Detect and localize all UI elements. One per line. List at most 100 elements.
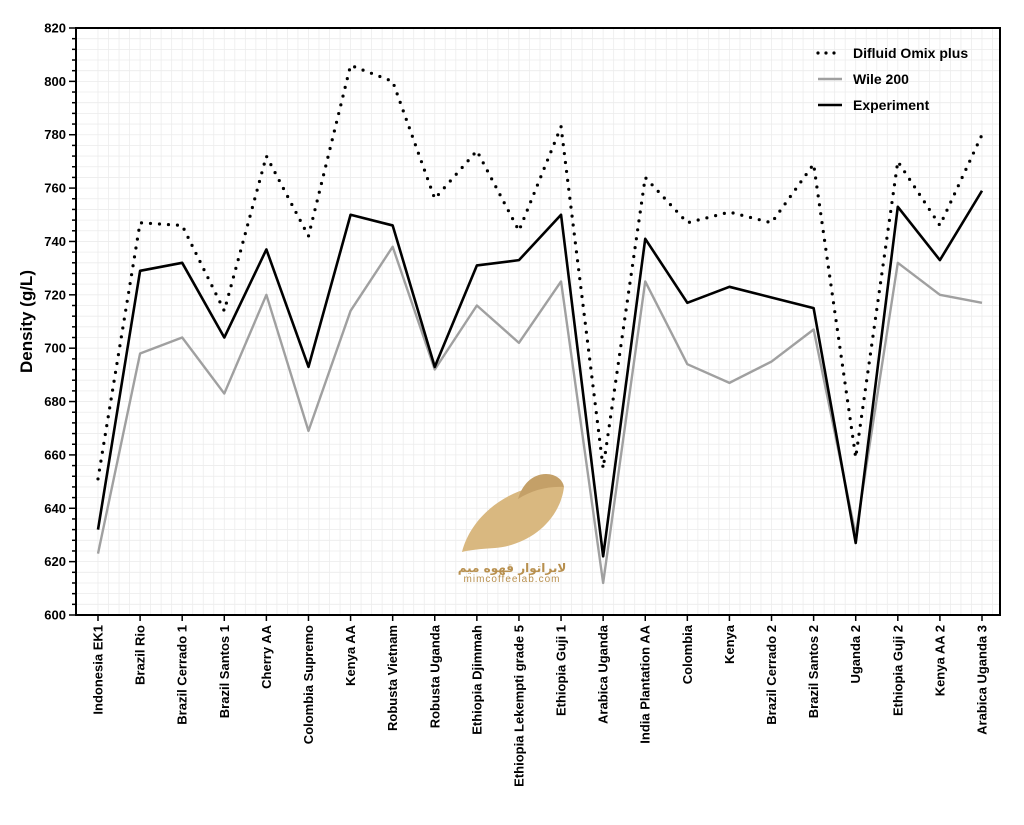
data-point-experiment: [938, 258, 942, 262]
x-tick-label: Brazil Santos 1: [217, 625, 232, 718]
x-tick-label: India Plantation AA: [638, 624, 653, 743]
x-tick-label: Colombia Supremo: [301, 625, 316, 744]
data-point-difluid-omix-plus: [96, 477, 100, 481]
data-point-experiment: [433, 365, 437, 369]
x-tick-label: Robusta Vietnam: [385, 625, 400, 731]
data-point-wile-200: [264, 293, 268, 297]
x-tick-label: Ethiopia Guji 2: [890, 625, 905, 716]
legend: Difluid Omix plus Wile 200 Experiment: [816, 45, 968, 113]
axes: [69, 27, 1001, 621]
data-point-experiment: [601, 554, 605, 558]
x-tick-label: Robusta Uganda: [427, 624, 442, 728]
data-point-difluid-omix-plus: [559, 125, 563, 129]
data-point-experiment: [896, 205, 900, 209]
data-point-difluid-omix-plus: [601, 466, 605, 470]
series-line-experiment: [96, 190, 984, 558]
data-point-experiment: [854, 541, 858, 545]
leaf-logo-top-icon: [518, 474, 564, 499]
y-tick-label: 760: [44, 181, 66, 196]
data-point-experiment: [96, 528, 100, 532]
x-tick-label: Ethiopia Lekempti grade 5: [511, 625, 526, 787]
data-point-difluid-omix-plus: [391, 79, 395, 83]
data-point-wile-200: [517, 341, 521, 345]
y-tick-label: 800: [44, 74, 66, 89]
data-point-wile-200: [391, 245, 395, 249]
y-tick-label: 600: [44, 608, 66, 623]
data-point-experiment: [264, 247, 268, 251]
data-point-difluid-omix-plus: [685, 221, 689, 225]
data-point-difluid-omix-plus: [349, 63, 353, 67]
data-point-wile-200: [96, 552, 100, 556]
y-tick-label: 700: [44, 341, 66, 356]
x-tick-label: Indonesia EK1: [91, 625, 106, 715]
data-point-experiment: [643, 237, 647, 241]
data-point-experiment: [812, 306, 816, 310]
x-tick-label: Ethiopia Guji 1: [554, 625, 569, 716]
x-tick-label: Arabica Uganda 3: [975, 625, 990, 735]
data-point-wile-200: [222, 392, 226, 396]
data-point-difluid-omix-plus: [138, 221, 142, 225]
data-point-experiment: [222, 336, 226, 340]
data-point-wile-200: [180, 336, 184, 340]
data-point-difluid-omix-plus: [770, 221, 774, 225]
legend-label: Wile 200: [853, 71, 909, 87]
data-point-difluid-omix-plus: [306, 234, 310, 238]
data-point-difluid-omix-plus: [180, 223, 184, 227]
data-point-wile-200: [601, 581, 605, 585]
x-tick-label: Ethiopia Djimmah: [469, 625, 484, 735]
data-point-experiment: [391, 223, 395, 227]
data-point-experiment: [349, 213, 353, 217]
data-point-wile-200: [770, 360, 774, 364]
y-tick-label: 620: [44, 554, 66, 569]
data-point-wile-200: [685, 362, 689, 366]
data-point-experiment: [517, 258, 521, 262]
data-point-difluid-omix-plus: [643, 175, 647, 179]
data-point-difluid-omix-plus: [896, 159, 900, 163]
y-tick-label: 680: [44, 394, 66, 409]
series-line-difluid-omix-plus: [96, 63, 984, 481]
data-point-wile-200: [727, 381, 731, 385]
data-point-experiment: [138, 269, 142, 273]
x-tick-label: Colombia: [680, 624, 695, 684]
data-point-experiment: [980, 189, 984, 193]
data-point-experiment: [559, 213, 563, 217]
data-point-experiment: [685, 301, 689, 305]
x-tick-label: Uganda 2: [848, 625, 863, 684]
y-tick-label: 640: [44, 501, 66, 516]
data-point-experiment: [770, 295, 774, 299]
leaf-logo-icon: [462, 485, 564, 552]
data-point-difluid-omix-plus: [433, 197, 437, 201]
data-point-difluid-omix-plus: [812, 162, 816, 166]
x-tick-label: Brazil Cerrado 1: [175, 625, 190, 725]
plot-frame: [75, 27, 1001, 616]
data-point-experiment: [475, 263, 479, 267]
y-tick-label: 820: [44, 21, 66, 36]
watermark-name: لابراتوار قهوه میم: [458, 561, 567, 576]
data-point-difluid-omix-plus: [938, 223, 942, 227]
data-point-wile-200: [938, 293, 942, 297]
x-tick-label: Brazil Cerrado 2: [764, 625, 779, 725]
watermark-url: mimcoffeelab.com: [464, 574, 561, 585]
data-point-wile-200: [475, 303, 479, 307]
data-point-difluid-omix-plus: [854, 456, 858, 460]
x-tick-labels: Indonesia EK1 Brazil Rio Brazil Cerrado 1 B…: [91, 624, 990, 787]
x-tick-label: Arabica Uganda: [596, 624, 611, 724]
data-point-experiment: [180, 261, 184, 265]
data-point-wile-200: [896, 261, 900, 265]
x-tick-label: Kenya AA: [343, 624, 358, 686]
data-point-wile-200: [349, 309, 353, 313]
data-point-difluid-omix-plus: [517, 229, 521, 233]
y-tick-label: 720: [44, 287, 66, 302]
data-point-difluid-omix-plus: [980, 133, 984, 137]
y-tick-label: 660: [44, 447, 66, 462]
y-tick-label: 780: [44, 127, 66, 142]
x-tick-label: Kenya: [722, 624, 737, 664]
data-point-wile-200: [643, 279, 647, 283]
x-tick-label: Brazil Santos 2: [806, 625, 821, 718]
data-point-wile-200: [812, 328, 816, 332]
data-point-difluid-omix-plus: [222, 309, 226, 313]
data-point-wile-200: [980, 301, 984, 305]
data-point-difluid-omix-plus: [727, 210, 731, 214]
legend-label: Difluid Omix plus: [853, 45, 968, 61]
